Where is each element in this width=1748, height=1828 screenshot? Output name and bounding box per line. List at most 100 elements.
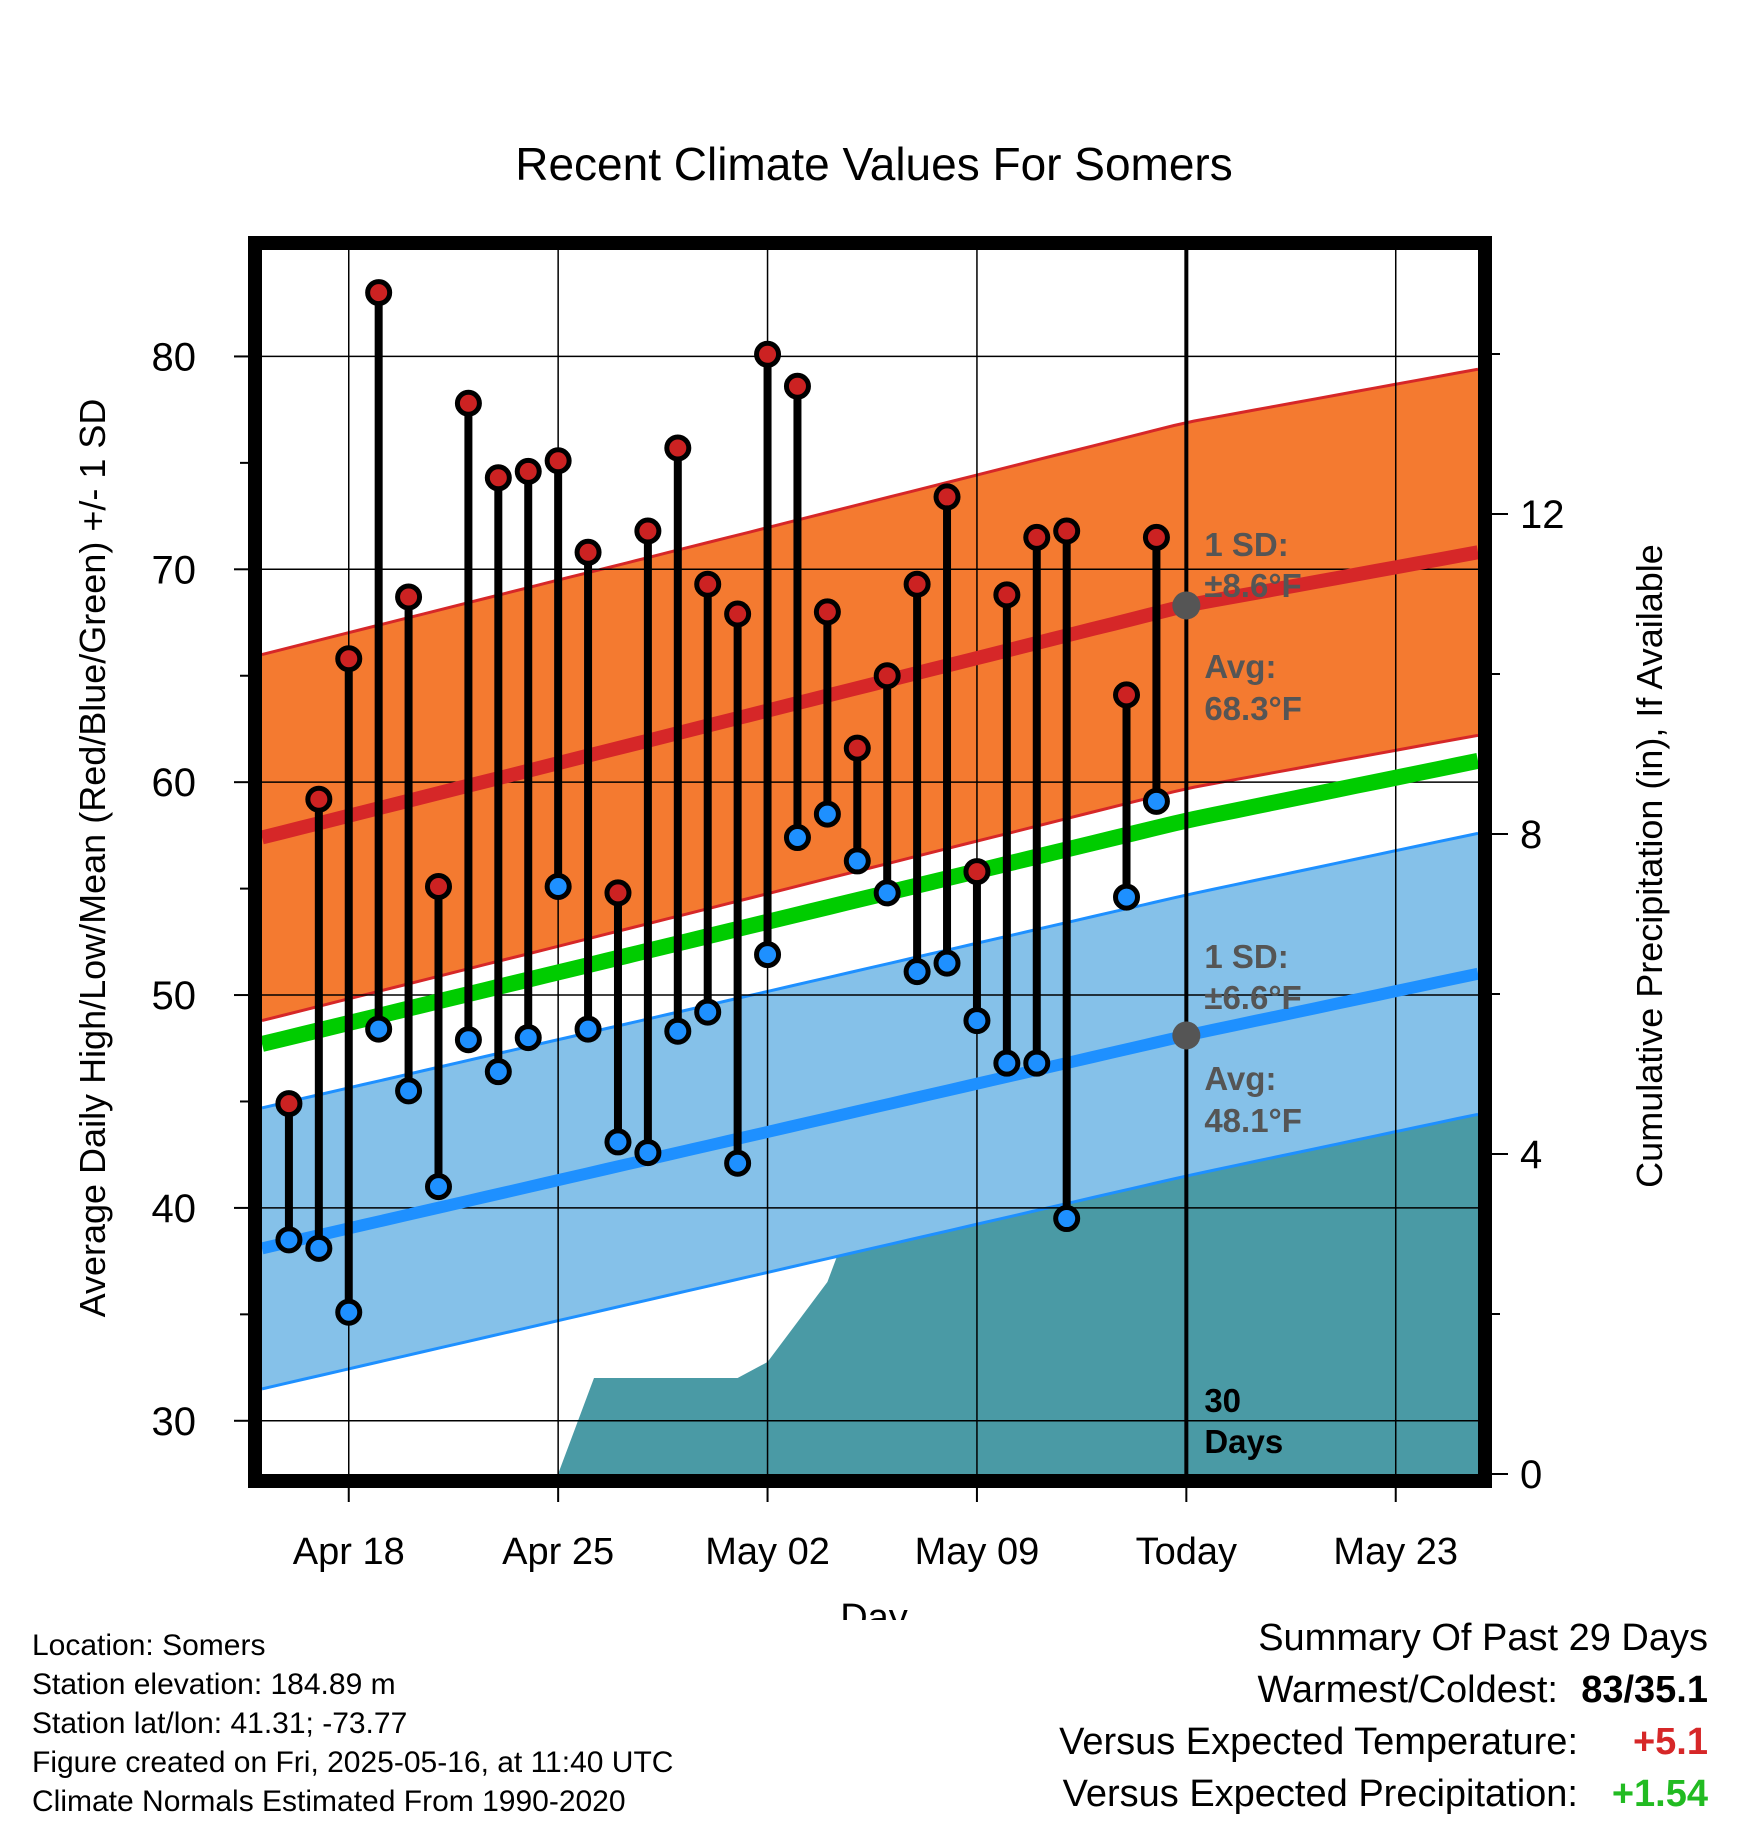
high-sd-band	[262, 369, 1478, 1021]
daily-high-point	[993, 581, 1021, 609]
high-sd-value: ±8.6°F	[1204, 567, 1301, 604]
precip-label: Versus Expected Precipitation:	[1062, 1773, 1578, 1815]
temp-label: Versus Expected Temperature:	[1059, 1721, 1578, 1763]
x-tick-label: May 23	[1333, 1531, 1458, 1573]
daily-low-point	[484, 1058, 512, 1086]
x-tick-label: Today	[1136, 1531, 1237, 1573]
daily-low-point	[514, 1024, 542, 1052]
warmest-value: 83/35.1	[1581, 1669, 1708, 1711]
daily-high-point	[1113, 681, 1141, 709]
y-tick-label-right: 12	[1520, 493, 1565, 537]
daily-high-point	[365, 279, 393, 307]
daily-high-point	[305, 785, 333, 813]
x-tick-label: Apr 25	[502, 1531, 614, 1573]
precip-value: +1.54	[1611, 1773, 1708, 1815]
daily-high-point	[843, 734, 871, 762]
daily-high-point	[1142, 523, 1170, 551]
x-tick-label: May 02	[705, 1531, 830, 1573]
y-tick-label-right: 4	[1520, 1133, 1542, 1177]
daily-high-point	[1023, 523, 1051, 551]
y-tick-label-left: 60	[152, 761, 197, 805]
daily-low-point	[993, 1049, 1021, 1077]
station-latlon: Station lat/lon: 41.31; -73.77	[32, 1707, 408, 1740]
normal-low-line	[262, 967, 1478, 1255]
daily-low-point	[1142, 787, 1170, 815]
daily-low-point	[664, 1017, 692, 1045]
daily-low-point	[305, 1234, 333, 1262]
plot-area: 1 SD: ±8.6°F Avg: 68.3°F 1 SD: ±6.6°F Avg: 48.1…	[152, 236, 1565, 1573]
daily-high-point	[454, 389, 482, 417]
daily-high-point	[1053, 517, 1081, 545]
daily-low-point	[933, 949, 961, 977]
y-tick-label-left: 30	[152, 1400, 197, 1444]
low-avg-value: 48.1°F	[1204, 1102, 1302, 1139]
daily-low-point	[544, 872, 572, 900]
y-axis-left-label: Average Daily High/Low/Mean (Red/Blue/Gr…	[72, 399, 113, 1318]
daily-low-point	[963, 1007, 991, 1035]
daily-low-point	[604, 1128, 632, 1156]
days-label-text: Days	[1204, 1423, 1283, 1460]
station-info: Location: Somers Station elevation: 184.…	[32, 1626, 673, 1821]
daily-low-point	[1053, 1205, 1081, 1233]
low-sd-label: 1 SD:	[1204, 938, 1288, 975]
daily-high-point	[335, 645, 363, 673]
y-tick-label-left: 50	[152, 974, 197, 1018]
x-tick-label: May 09	[915, 1531, 1040, 1573]
daily-low-point	[754, 941, 782, 969]
daily-low-point	[335, 1298, 363, 1326]
daily-low-point	[873, 879, 901, 907]
climate-chart: Recent Climate Values For Somers 1 SD: ±8…	[72, 138, 1670, 1620]
y-tick-label-right: 0	[1520, 1453, 1542, 1497]
plot-inner	[262, 250, 1478, 1474]
daily-low-point	[1023, 1049, 1051, 1077]
summary-title: Summary Of Past 29 Days	[1059, 1617, 1708, 1669]
daily-low-point	[424, 1173, 452, 1201]
daily-high-point	[484, 464, 512, 492]
daily-low-point	[454, 1026, 482, 1054]
daily-high-point	[275, 1090, 303, 1118]
summary-precip-row: Versus Expected Precipitation: +1.54	[1059, 1773, 1708, 1825]
station-location: Location: Somers	[32, 1629, 266, 1662]
summary-panel: Summary Of Past 29 Days Warmest/Coldest:…	[1059, 1617, 1708, 1825]
daily-high-point	[694, 570, 722, 598]
low-sd-value: ±6.6°F	[1204, 979, 1301, 1016]
climate-normals-note: Climate Normals Estimated From 1990-2020	[32, 1785, 626, 1818]
daily-high-point	[574, 538, 602, 566]
chart-title: Recent Climate Values For Somers	[515, 138, 1233, 190]
y-axis-right-label: Cumulative Precipitation (in), If Availa…	[1629, 544, 1670, 1188]
daily-low-point	[574, 1015, 602, 1043]
daily-low-point	[275, 1226, 303, 1254]
y-tick-label-left: 70	[152, 548, 197, 592]
low-band-upper-edge	[262, 831, 1478, 1110]
daily-low-point	[395, 1077, 423, 1105]
daily-high-point	[903, 570, 931, 598]
plot-frame	[248, 236, 1492, 1488]
x-axis-label: Day	[840, 1597, 908, 1620]
daily-high-point	[873, 662, 901, 690]
station-elevation: Station elevation: 184.89 m	[32, 1668, 396, 1701]
daily-low-point	[724, 1149, 752, 1177]
summary-warmest-row: Warmest/Coldest: 83/35.1	[1059, 1669, 1708, 1721]
daily-high-point	[634, 517, 662, 545]
daily-high-point	[754, 340, 782, 368]
daily-high-point	[933, 483, 961, 511]
x-tick-label: Apr 18	[293, 1531, 405, 1573]
daily-high-point	[664, 434, 692, 462]
warmest-label: Warmest/Coldest:	[1257, 1669, 1558, 1711]
daily-high-point	[544, 447, 572, 475]
daily-high-point	[395, 583, 423, 611]
daily-high-point	[424, 872, 452, 900]
low-avg-marker	[1172, 1021, 1201, 1050]
daily-low-point	[1113, 883, 1141, 911]
summary-title-text: Summary Of Past 29 Days	[1258, 1617, 1708, 1659]
daily-high-point	[963, 858, 991, 886]
summary-temp-row: Versus Expected Temperature: +5.1	[1059, 1721, 1708, 1773]
daily-high-point	[724, 600, 752, 628]
high-sd-label: 1 SD:	[1204, 526, 1288, 563]
daily-high-point	[813, 598, 841, 626]
daily-low-point	[694, 998, 722, 1026]
daily-low-point	[634, 1139, 662, 1167]
low-avg-label: Avg:	[1204, 1060, 1276, 1097]
high-avg-marker	[1172, 591, 1201, 620]
y-tick-label-left: 40	[152, 1187, 197, 1231]
